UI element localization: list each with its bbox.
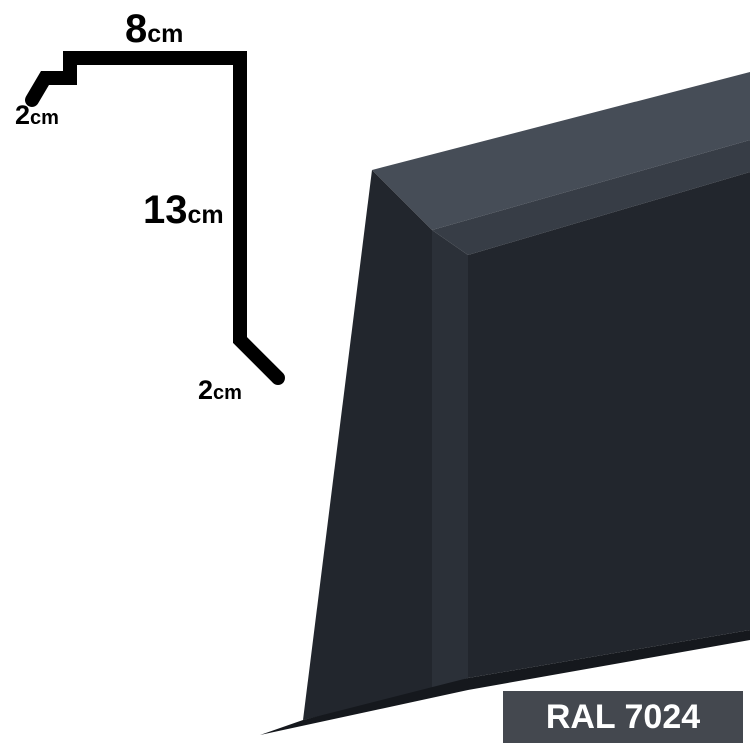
dim-value: 2 <box>15 100 30 131</box>
dim-height: 13cm <box>143 188 224 233</box>
ral-color-badge: RAL 7024 <box>498 686 748 748</box>
dim-value: 8 <box>125 7 147 52</box>
dim-unit: cm <box>30 107 59 130</box>
dim-unit: cm <box>213 382 242 405</box>
dim-left-return: 2cm <box>15 100 59 131</box>
face-big-front <box>468 172 750 678</box>
dim-value: 13 <box>143 188 188 233</box>
face-front-near <box>303 170 432 720</box>
figure-stage: 8cm 2cm 13cm 2cm RAL 7024 <box>0 0 750 750</box>
dim-unit: cm <box>188 201 224 230</box>
dim-top-width: 8cm <box>125 7 183 52</box>
dim-unit: cm <box>147 20 183 49</box>
dim-bottom-kick: 2cm <box>198 375 242 406</box>
face-front-edge <box>432 230 468 690</box>
dim-value: 2 <box>198 375 213 406</box>
